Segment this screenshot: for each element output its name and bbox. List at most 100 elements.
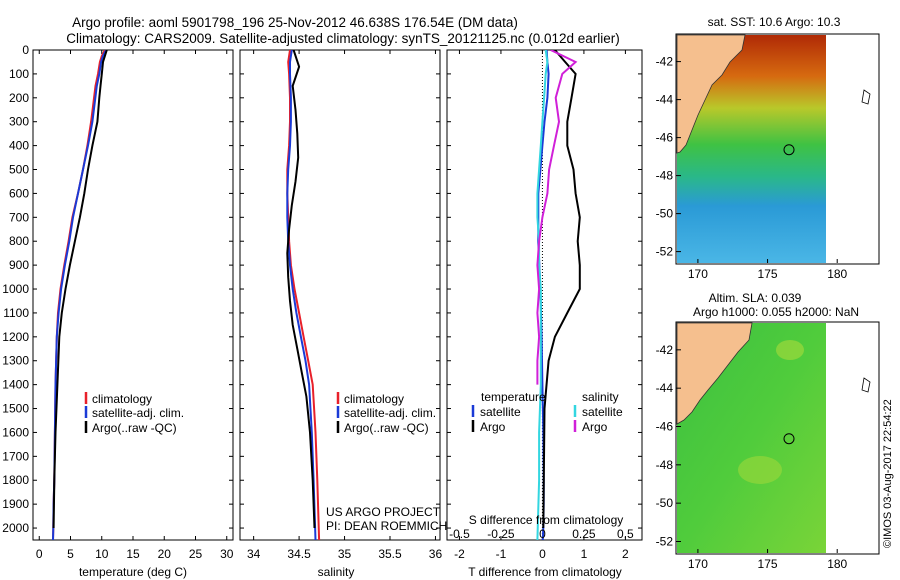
x-tick-label: 36 xyxy=(429,547,443,561)
x-tick-label: -2 xyxy=(454,547,465,561)
series-group xyxy=(536,50,581,540)
legend-header-salinity: salinity xyxy=(582,390,619,404)
salinity-legend: climatology satellite-adj. clim. Argo(..… xyxy=(336,392,436,435)
y-tick-label: 1700 xyxy=(2,449,29,463)
temperature-legend: climatology satellite-adj. clim. Argo(..… xyxy=(84,392,184,435)
x-tick-label: 34 xyxy=(247,547,261,561)
legend-satellite-label: satellite-adj. clim. xyxy=(92,406,184,420)
map-x-tick-label: 175 xyxy=(758,557,778,571)
difference-xlabel2: S difference from climatology xyxy=(469,513,624,527)
legend-climatology-label: climatology xyxy=(92,392,152,406)
x-tick-label: 25 xyxy=(189,547,203,561)
salinity-panel-frame xyxy=(239,49,441,541)
salinity-plot: 34 34.5 35 35.5 36 xyxy=(247,50,442,561)
series-group xyxy=(52,50,108,540)
sla-map-title: Altim. SLA: 0.039 xyxy=(709,291,802,305)
salinity-xlabel: salinity xyxy=(318,565,355,579)
map-y-tick-label: -46 xyxy=(656,131,674,145)
y-tick-label: 400 xyxy=(9,139,29,153)
project-label: US ARGO PROJECT xyxy=(326,505,441,519)
map-y-tick-label: -52 xyxy=(656,245,674,259)
y-tick-label: 100 xyxy=(9,67,29,81)
sla-highlight xyxy=(776,340,804,360)
map-y-tick-label: -48 xyxy=(656,169,674,183)
x-tick-label: 0 xyxy=(539,547,546,561)
map-x-tick-label: 170 xyxy=(688,267,708,281)
y-tick-label: 1600 xyxy=(2,425,29,439)
sla-highlight xyxy=(738,456,782,484)
map-y-tick-label: -44 xyxy=(656,93,674,107)
sla-land-chatham xyxy=(861,377,871,393)
legend-argo-label: Argo(..raw -QC) xyxy=(344,421,429,435)
y-tick-label: 1200 xyxy=(2,330,29,344)
map-y-tick-label: -46 xyxy=(656,420,674,434)
y-tick-label: 1800 xyxy=(2,473,29,487)
series-line xyxy=(52,50,108,529)
y-tick-label: 600 xyxy=(9,186,29,200)
legend-t-satellite-label: satellite xyxy=(480,405,521,419)
x2-tick-label: -0.5 xyxy=(449,527,470,541)
map-y-tick-label: -50 xyxy=(656,496,674,510)
map-y-tick-label: -42 xyxy=(656,343,674,357)
map-y-tick-label: -44 xyxy=(656,381,674,395)
pi-label: PI: DEAN ROEMMICH xyxy=(326,519,447,533)
float-position-marker xyxy=(783,433,795,445)
y-tick-label: 1400 xyxy=(2,378,29,392)
legend-s-argo-label: Argo xyxy=(582,420,608,434)
legend-s-satellite-label: satellite xyxy=(582,405,623,419)
y-tick-label: 300 xyxy=(9,115,29,129)
x-tick-label: 0 xyxy=(36,547,43,561)
y-tick-label: 1000 xyxy=(2,282,29,296)
difference-legend: temperature salinity satellite Argo sate… xyxy=(471,390,623,434)
x2-tick-label: 0.25 xyxy=(572,527,596,541)
series-line xyxy=(536,50,578,385)
legend-argo-label: Argo(..raw -QC) xyxy=(92,421,177,435)
x-tick-label: 2 xyxy=(622,547,629,561)
legend-t-argo-label: Argo xyxy=(480,420,506,434)
sst-land-new-zealand xyxy=(676,34,746,154)
y-tick-label: 1300 xyxy=(2,354,29,368)
legend-climatology-label: climatology xyxy=(344,392,404,406)
x2-tick-label: -0.25 xyxy=(487,527,515,541)
x-tick-label: 1 xyxy=(581,547,588,561)
map-x-tick-label: 180 xyxy=(827,267,847,281)
sla-map: Altim. SLA: 0.039 Argo h1000: 0.055 h200… xyxy=(656,291,880,571)
x-tick-label: 30 xyxy=(220,547,234,561)
map-y-tick-label: -48 xyxy=(656,458,674,472)
x2-tick-label: 0.5 xyxy=(617,527,634,541)
x-tick-label: 34.5 xyxy=(287,547,311,561)
y-tick-label: 200 xyxy=(9,91,29,105)
series-line xyxy=(536,50,549,540)
y-tick-label: 700 xyxy=(9,210,29,224)
depth-axis: 0 100 200 300 400 500 600 700 800 900 1000 1100 1200… xyxy=(2,43,642,535)
sla-map-axes: -42 -44 -46 -48 -50 -52 170 175 180 xyxy=(656,343,848,571)
series-line xyxy=(542,50,581,529)
sst-map-axes: -42 -44 -46 -48 -50 -52 170 175 180 xyxy=(656,55,848,281)
sla-map-subtitle: Argo h1000: 0.055 h2000: NaN xyxy=(693,305,859,319)
y-tick-label: 500 xyxy=(9,163,29,177)
map-x-tick-label: 180 xyxy=(827,557,847,571)
figure-title-line2: Climatology: CARS2009. Satellite-adjuste… xyxy=(66,31,620,46)
y-tick-label: 2000 xyxy=(2,521,29,535)
temperature-panel-frame xyxy=(32,49,234,541)
y-tick-label: 1500 xyxy=(2,402,29,416)
map-x-tick-label: 175 xyxy=(758,267,778,281)
float-position-marker xyxy=(783,144,795,156)
difference-xlabel: T difference from climatology xyxy=(468,565,622,579)
x-tick-label: 15 xyxy=(126,547,140,561)
x-tick-label: 10 xyxy=(95,547,109,561)
map-y-tick-label: -52 xyxy=(656,535,674,549)
sst-map: sat. SST: 10.6 Argo: 10.3 -42 -44 -46 -48 -5… xyxy=(656,15,880,281)
temperature-plot: 0 5 10 15 20 25 30 xyxy=(36,50,234,561)
x-tick-label: 35.5 xyxy=(378,547,402,561)
difference-plot: -2 -1 0 1 2 -0.5 -0.25 0 0.25 0.5 xyxy=(449,50,634,561)
series-line xyxy=(286,50,316,529)
x2-tick-label: 0 xyxy=(539,527,546,541)
series-group xyxy=(286,50,321,540)
y-tick-label: 1900 xyxy=(2,497,29,511)
map-x-tick-label: 170 xyxy=(688,557,708,571)
x-tick-label: 5 xyxy=(67,547,74,561)
figure-title-line1: Argo profile: aoml 5901798_196 25-Nov-20… xyxy=(72,15,518,30)
sst-land-chatham xyxy=(861,89,871,105)
